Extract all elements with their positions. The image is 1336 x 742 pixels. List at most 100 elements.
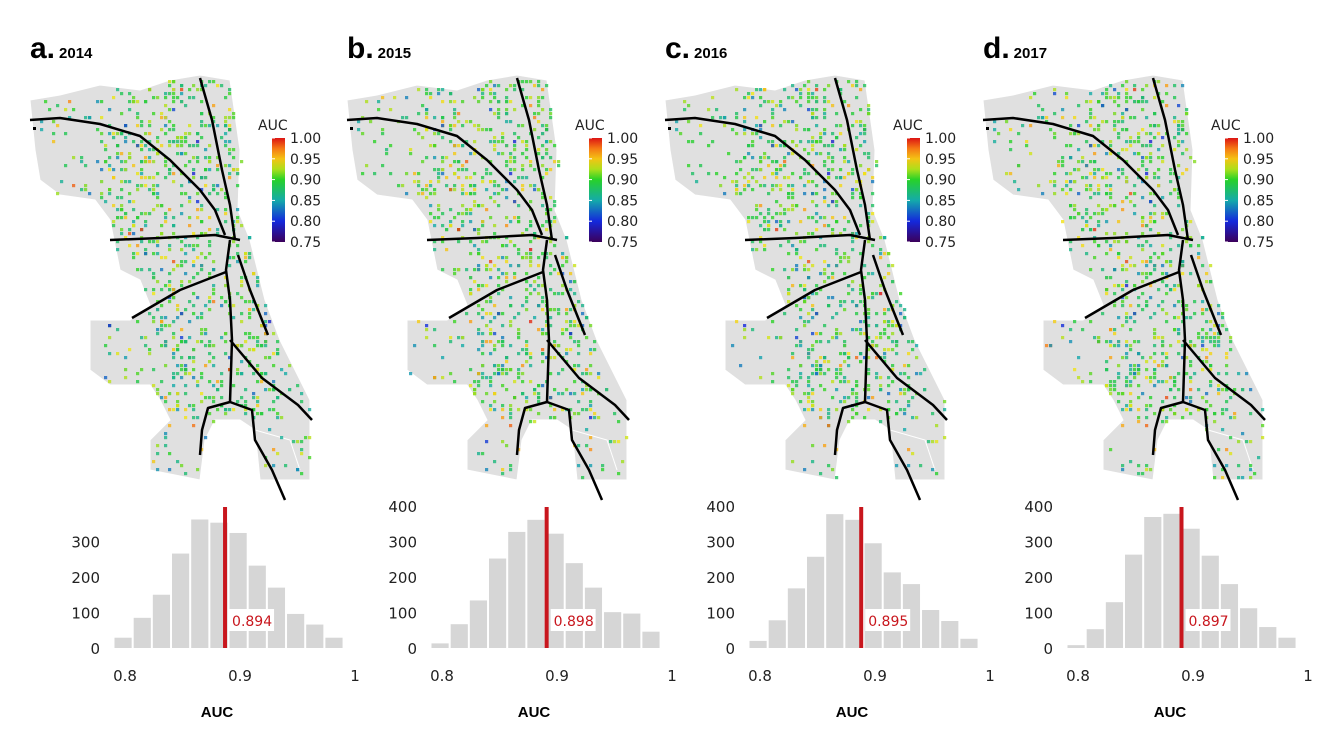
map-cell [827,100,831,104]
map-cell [509,324,513,328]
map-cell [589,388,593,392]
map-cell [521,140,525,144]
map-cell [208,168,212,172]
map-cell [1145,144,1149,148]
map-cell [136,252,140,256]
map-cell [787,184,791,188]
map-cell [224,408,228,412]
map-cell [1121,468,1125,472]
map-cell [1073,208,1077,212]
map-cell [823,200,827,204]
map-cell [276,412,280,416]
map-cell [1133,192,1137,196]
map-cell [1073,216,1077,220]
map-cell [212,188,216,192]
map-cell [200,268,204,272]
map-cell [1129,136,1133,140]
map-cell [533,184,537,188]
map-cell [1061,116,1065,120]
map-cell [755,248,759,252]
map-cell [493,200,497,204]
map-cell [481,400,485,404]
map-boundary [571,429,618,471]
map-cell [601,464,605,468]
map-cell [891,364,895,368]
map-cell [116,352,120,356]
map-cell [911,348,915,352]
map-cell [839,368,843,372]
map-cell [1125,160,1129,164]
map-cell [1189,244,1193,248]
map-cell [847,420,851,424]
map-cell [541,300,545,304]
map-cell [517,368,521,372]
map-cell [679,132,683,136]
map-cell [589,324,593,328]
histogram-bar [1144,517,1162,648]
map-cell [1069,248,1073,252]
map-cell [152,384,156,388]
map-cell [755,168,759,172]
map-cell [1197,256,1201,260]
map-cell [1149,396,1153,400]
map-cell [835,328,839,332]
map-cell [843,400,847,404]
map-cell [1189,316,1193,320]
map-cell [1141,164,1145,168]
map-cell [1153,124,1157,128]
map-cell [1161,364,1165,368]
map-cell [1153,328,1157,332]
histogram-bar [1086,629,1104,648]
map-cell [409,148,413,152]
map-cell [827,412,831,416]
map-cell [228,256,232,260]
legend-tick-label: 0.90 [290,173,321,189]
map-cell [533,392,537,396]
map-cell [859,204,863,208]
map-cell [184,272,188,276]
map-cell [1209,352,1213,356]
map-cell [1177,332,1181,336]
map-cell [1097,244,1101,248]
map-cell [308,456,312,460]
map-cell [1149,140,1153,144]
map-cell [220,336,224,340]
map-cell [549,324,553,328]
map-cell [152,368,156,372]
map-cell [164,96,168,100]
map-cell [1149,124,1153,128]
map-cell [759,184,763,188]
map-cell [204,232,208,236]
map-cell [1089,380,1093,384]
map-cell [124,160,128,164]
map-road [1189,254,1223,336]
map-cell [224,332,228,336]
map-cell [771,216,775,220]
map-cell [521,88,525,92]
map-cell [112,224,116,228]
map-road [833,400,866,456]
map-cell [1177,120,1181,124]
map-cell [851,236,855,240]
map-cell [489,352,493,356]
map-cell [537,148,541,152]
map-cell [184,416,188,420]
map-cell [208,80,212,84]
map-cell [252,308,256,312]
map-cell [1229,340,1233,344]
map-cell [1181,120,1185,124]
map-cell [1113,328,1117,332]
map-cell [771,372,775,376]
map-cell [453,144,457,148]
map-cell [156,444,160,448]
map-cell [481,256,485,260]
map-cell [477,204,481,208]
map-cell [931,440,935,444]
map-cell [1149,260,1153,264]
map-cell [1161,308,1165,312]
map-cell [855,404,859,408]
map-cell [188,372,192,376]
map-cell [501,132,505,136]
map-cell [529,364,533,368]
map-cell [413,344,417,348]
